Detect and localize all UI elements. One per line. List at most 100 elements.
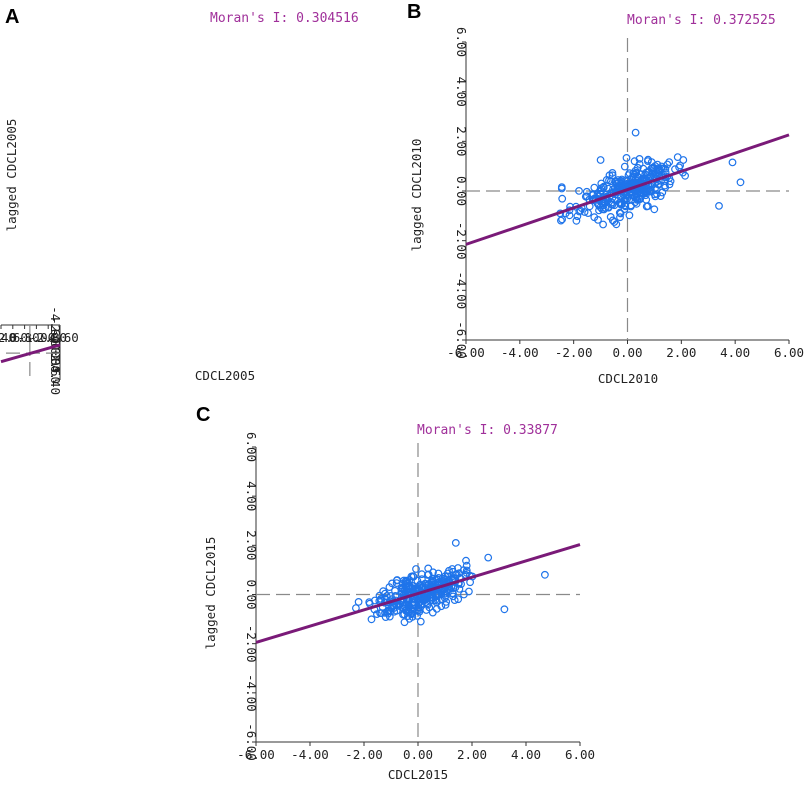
- data-point: [625, 211, 634, 220]
- data-point: [575, 186, 583, 195]
- data-point: [643, 157, 652, 166]
- data-point: [460, 590, 468, 599]
- data-point: [620, 162, 629, 171]
- data-point: [596, 186, 605, 195]
- x-tick-label: -6.00: [447, 345, 485, 360]
- data-point: [400, 618, 409, 627]
- data-point: [665, 180, 674, 189]
- y-tick-label: 0.00: [244, 579, 259, 609]
- data-point: [427, 593, 436, 602]
- data-point: [635, 188, 644, 197]
- data-point: [406, 582, 414, 590]
- data-point: [398, 579, 407, 588]
- regression-line: [255, 543, 581, 644]
- data-point: [605, 176, 613, 185]
- data-point: [599, 220, 607, 229]
- y-tick-label: 2.00: [244, 530, 259, 560]
- data-point: [558, 215, 566, 224]
- x-tick-label: -1.00: [18, 330, 56, 345]
- data-point: [565, 211, 574, 220]
- data-point: [632, 199, 641, 208]
- moran-i-title: Moran's I: 0.372525: [627, 13, 776, 28]
- data-point: [416, 580, 424, 589]
- data-point: [500, 605, 509, 614]
- x-tick-label: 2.00: [666, 345, 696, 360]
- data-point: [367, 615, 376, 624]
- data-point: [620, 201, 629, 210]
- data-point: [607, 200, 616, 209]
- data-point: [388, 579, 397, 588]
- data-point: [594, 215, 602, 224]
- data-point: [441, 601, 450, 609]
- data-point: [595, 206, 603, 215]
- data-point: [454, 595, 463, 604]
- data-point: [413, 576, 422, 585]
- panel-c: C Moran's I: 0.33877 -6.00 -4.00 -2.00 0.00 2.…: [196, 404, 595, 782]
- panel-b: B Moran's I: 0.372525 -6.00 -4.00 -2.00 0.00 2…: [407, 1, 804, 386]
- y-tick-label: 6.00: [244, 432, 259, 462]
- x-tick-label: 2.60: [0, 330, 28, 345]
- y-tick-label: 0.00: [454, 176, 469, 206]
- data-point: [434, 574, 443, 582]
- data-point: [385, 606, 394, 615]
- y-axis-label: lagged CDCL2010: [409, 139, 424, 252]
- x-tick-label: 0.00: [403, 747, 433, 762]
- x-tick-label: 4.40: [0, 330, 16, 345]
- y-tick-label: 4.00: [454, 77, 469, 107]
- data-point: [582, 187, 591, 196]
- data-point: [610, 218, 619, 226]
- data-point: [451, 539, 460, 547]
- data-point: [659, 164, 668, 173]
- data-point: [728, 158, 737, 167]
- data-point: [412, 565, 420, 573]
- y-tick-label: 2.00: [454, 126, 469, 156]
- data-point: [644, 185, 653, 193]
- moran-i-title: Moran's I: 0.33877: [417, 423, 558, 438]
- data-point: [612, 220, 621, 229]
- data-point: [654, 165, 663, 174]
- data-point: [400, 576, 408, 585]
- y-tick-label: -4.00: [454, 272, 469, 310]
- y-tick-label: 4.00: [244, 481, 259, 511]
- data-point: [381, 613, 390, 621]
- panel-a: A Moran's I: 0.304516-4.60-2.80-1.000.802…: [0, 6, 359, 395]
- data-point: [557, 216, 565, 225]
- data-point: [455, 569, 464, 578]
- x-tick-label: 4.00: [511, 747, 541, 762]
- data-point: [557, 183, 566, 192]
- data-point: [596, 156, 605, 164]
- x-tick-label: -6.00: [237, 747, 275, 762]
- y-axis-label: lagged CDCL2005: [4, 119, 19, 232]
- x-tick-label: -2.00: [345, 747, 383, 762]
- data-point: [736, 178, 745, 187]
- data-point: [462, 556, 470, 565]
- x-axis-label: CDCL2015: [388, 767, 448, 782]
- data-point: [365, 598, 374, 606]
- data-point: [581, 192, 590, 201]
- data-point: [650, 205, 659, 214]
- x-tick-label: 6.00: [565, 747, 595, 762]
- data-point: [428, 608, 437, 617]
- data-point: [450, 596, 459, 604]
- data-point: [600, 205, 608, 214]
- y-axis-label: lagged CDCL2015: [203, 537, 218, 650]
- data-point: [635, 160, 644, 168]
- data-point: [397, 587, 406, 596]
- panel-letter: C: [196, 404, 210, 426]
- x-tick-label: -4.00: [501, 345, 539, 360]
- data-point: [616, 209, 625, 218]
- data-point: [437, 588, 445, 597]
- x-tick-label: 2.00: [457, 747, 487, 762]
- data-point: [445, 566, 453, 575]
- x-tick-label: 6.00: [774, 345, 804, 360]
- data-point: [425, 603, 434, 612]
- data-point: [633, 163, 642, 172]
- data-point: [432, 575, 441, 584]
- moran-i-title: Moran's I: 0.304516: [210, 11, 359, 26]
- data-point: [396, 600, 405, 609]
- data-point: [651, 192, 660, 201]
- panel-letter: A: [5, 6, 19, 28]
- x-axis-label: CDCL2010: [598, 371, 658, 386]
- regression-line: [465, 133, 790, 246]
